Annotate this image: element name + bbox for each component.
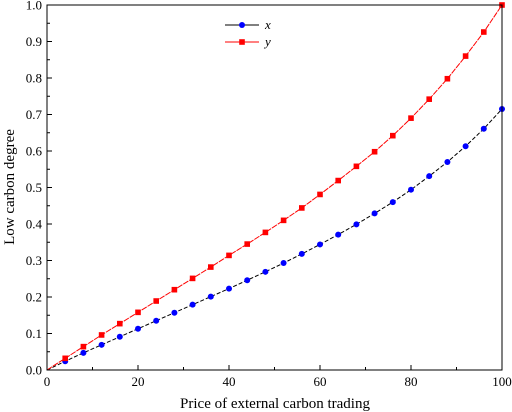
legend: xy [225,17,271,49]
point-x-40 [226,285,232,292]
point-x-48 [262,268,269,275]
series-line-y [46,4,503,371]
y-tick-label-0.7: 0.7 [26,107,43,122]
y-tick-label-1.0: 1.0 [26,0,42,13]
plot-area [46,2,505,371]
point-x-92 [462,143,469,150]
point-y-84 [426,96,432,102]
point-y-76 [390,132,396,139]
point-x-84 [426,173,433,180]
y-tick-label-0.9: 0.9 [26,34,42,49]
point-x-76 [389,199,396,206]
point-x-64 [335,231,342,238]
y-tick-label-0.5: 0.5 [26,180,42,195]
point-y-20 [135,309,141,316]
legend-label-y: y [263,34,271,49]
point-x-52 [280,260,287,267]
series-line-x [46,108,503,371]
point-x-60 [317,241,323,248]
y-tick-label-0.3: 0.3 [26,253,42,268]
point-y-60 [317,191,323,198]
point-x-72 [371,210,378,217]
point-x-16 [116,333,123,340]
x-tick-label-80: 80 [405,374,418,389]
point-y-80 [408,115,414,121]
point-x-20 [135,325,141,332]
point-y-32 [189,275,196,282]
point-y-44 [244,241,250,247]
y-tick-label-0.6: 0.6 [26,144,43,159]
point-y-68 [353,163,360,170]
x-tick-label-100: 100 [492,374,512,389]
point-x-24 [153,317,160,324]
point-y-92 [462,53,469,59]
x-tick-label-60: 60 [314,374,327,389]
point-y-24 [153,298,159,304]
y-tick-label-0.4: 0.4 [26,217,43,232]
point-x-80 [408,186,414,193]
legend-label-x: x [264,17,271,32]
point-y-16 [117,320,123,327]
y-tick-label-0.2: 0.2 [26,290,42,305]
axes: 0 20 40 60 80 100 0.0 0.1 0.2 0.3 0.4 0.5 0.6 0.7 0.8 0… [26,0,512,389]
point-y-40 [226,252,232,259]
point-y-64 [335,177,341,184]
point-y-52 [280,217,287,224]
point-y-56 [299,205,305,211]
point-y-36 [208,264,214,270]
point-y-96 [481,29,487,35]
point-y-8 [80,343,87,350]
x-axis-title: Price of external carbon trading [180,396,370,412]
y-axis-title: Low carbon degree [2,129,18,245]
plot-frame [46,4,503,371]
x-tick-label-0: 0 [44,374,51,389]
point-x-28 [171,309,178,316]
point-y-4 [62,355,68,362]
point-x-88 [444,158,451,165]
point-x-32 [189,301,196,308]
point-x-68 [353,221,360,228]
x-tick-label-40: 40 [223,374,236,389]
point-x-56 [298,250,305,257]
point-x-36 [207,293,214,300]
point-y-12 [98,332,105,338]
point-x-44 [244,277,251,284]
legend-marker-y [239,39,245,45]
x-tick-label-20: 20 [132,374,145,389]
point-y-72 [371,148,378,155]
legend-marker-x [239,22,245,28]
point-x-96 [480,125,487,132]
point-y-88 [444,75,451,82]
point-y-28 [171,286,178,293]
point-x-8 [80,349,87,356]
point-x-12 [98,341,105,348]
y-tick-label-0.0: 0.0 [26,363,42,378]
point-y-48 [262,229,269,236]
y-tick-label-0.8: 0.8 [26,71,42,86]
y-tick-label-0.1: 0.1 [26,326,42,341]
